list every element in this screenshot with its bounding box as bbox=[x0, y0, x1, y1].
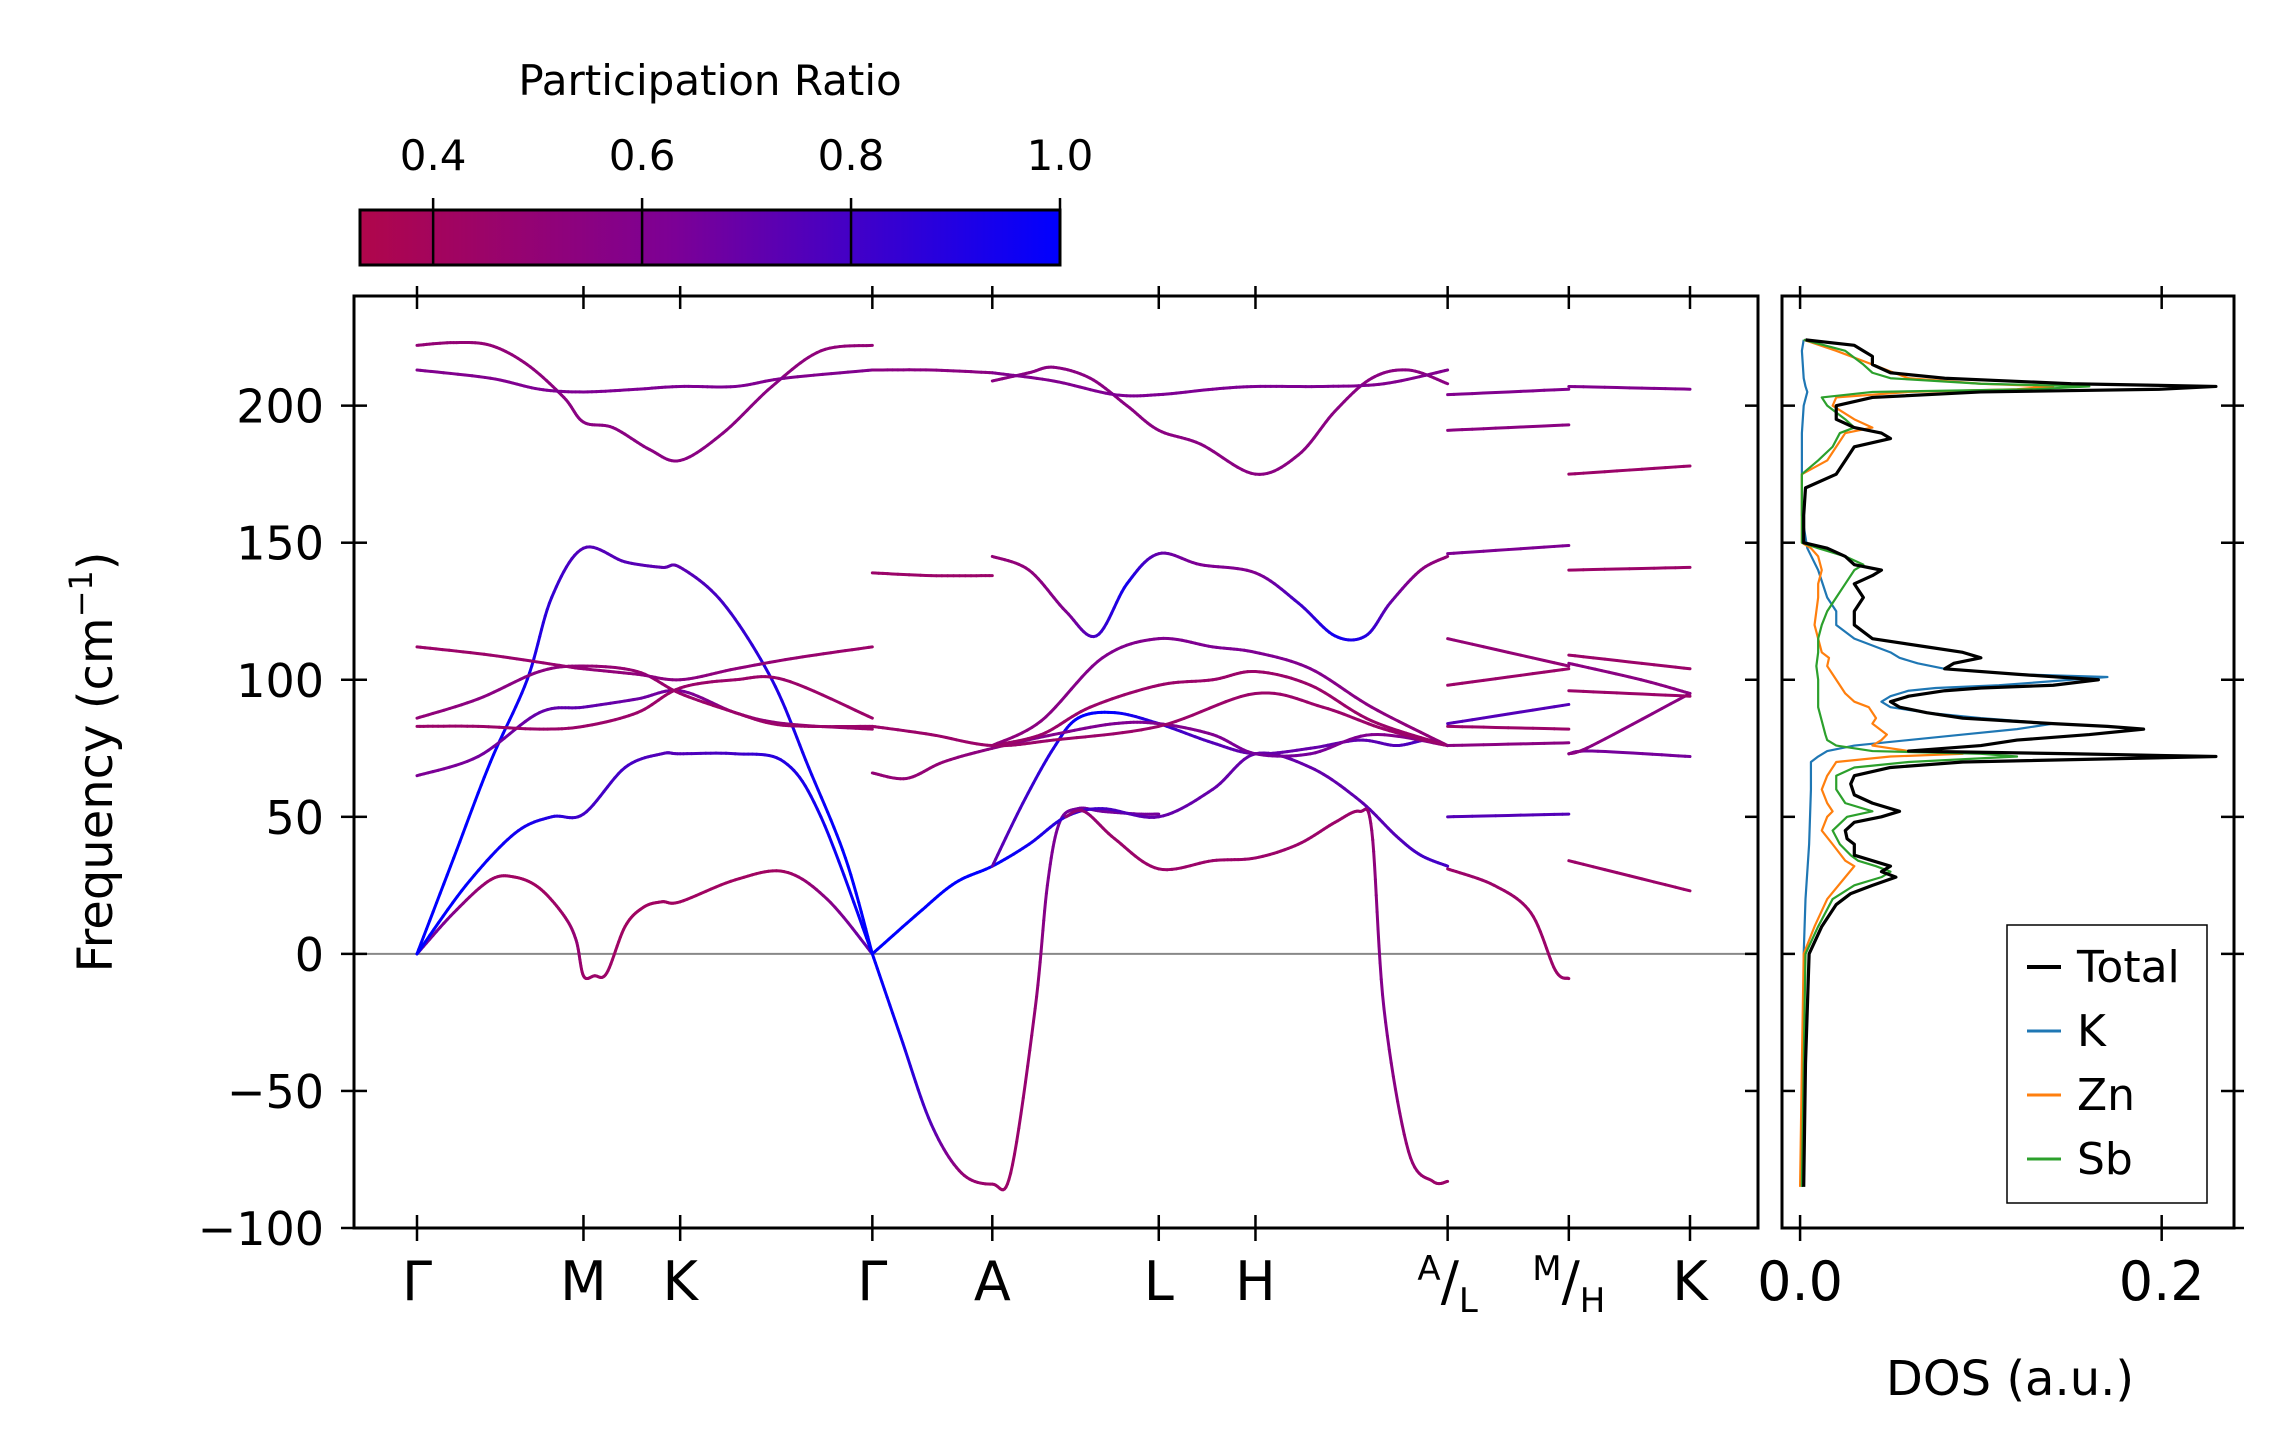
band-seg4-m5 bbox=[1567, 661, 1692, 695]
band-seg1-opt2 bbox=[415, 664, 874, 729]
dos-panel: 0.0 0.2 DOS (a.u.) Total K Zn Sb bbox=[1757, 286, 2244, 1407]
band-seg4-m9 bbox=[1567, 384, 1692, 391]
legend-label-sb: Sb bbox=[2077, 1134, 2133, 1185]
band-seg2-opt-h bbox=[990, 365, 1450, 476]
x-tick-label: Γ bbox=[402, 1250, 432, 1313]
y-tick-label: 50 bbox=[265, 791, 324, 845]
legend-label-zn: Zn bbox=[2077, 1070, 2135, 1121]
y-tick-label: 0 bbox=[295, 928, 324, 982]
band-seg1-acoustic-ZA bbox=[415, 869, 874, 981]
x-tick-label: A/L bbox=[1417, 1249, 1477, 1321]
dos-line-total bbox=[1802, 338, 2218, 1187]
y-axis-title: Frequency (cm−1) bbox=[62, 551, 124, 972]
colorbar-tick-label: 0.8 bbox=[818, 131, 885, 180]
band-seg3-m7 bbox=[1446, 637, 1571, 668]
colorbar-tick-label: 0.4 bbox=[400, 131, 467, 180]
band-seg4-m4 bbox=[1567, 689, 1692, 698]
band-seg2-mode-30 bbox=[1064, 807, 1450, 1186]
band-seg2-opt-d bbox=[870, 691, 1450, 748]
colorbar-tick-label: 0.6 bbox=[609, 131, 676, 180]
band-seg2-opt-c bbox=[990, 636, 1450, 748]
band-seg1-opt1 bbox=[415, 688, 874, 778]
dos-x-axis-title: DOS (a.u.) bbox=[1886, 1351, 2134, 1407]
band-seg1-opt4 bbox=[415, 645, 874, 682]
y-tick-label: 150 bbox=[236, 517, 324, 571]
legend-label-total: Total bbox=[2076, 942, 2180, 993]
dos-series bbox=[1798, 338, 2218, 1187]
x-tick-label: M/H bbox=[1532, 1249, 1605, 1321]
dos-line-zn bbox=[1798, 338, 2055, 1187]
y-tick-label: −50 bbox=[227, 1065, 324, 1119]
band-seg2-opt-i bbox=[990, 368, 1450, 398]
colorbar-title: Participation Ratio bbox=[518, 56, 901, 105]
band-seg3-m4 bbox=[1446, 724, 1571, 731]
dos-x-ticks: 0.0 0.2 bbox=[1757, 286, 2205, 1313]
x-tick-label: M bbox=[560, 1250, 607, 1313]
band-seg4-m6 bbox=[1567, 653, 1692, 671]
band-seg1-opt3 bbox=[415, 675, 874, 731]
band-seg2-opt-g bbox=[870, 368, 994, 375]
x-tick-label: K bbox=[1672, 1250, 1709, 1313]
x-tick-label: A bbox=[974, 1250, 1011, 1313]
band-seg2-LA bbox=[990, 710, 1450, 868]
colorbar-gradient bbox=[358, 208, 1062, 267]
band-seg4-m7 bbox=[1567, 565, 1692, 572]
band-seg3-m3 bbox=[1446, 741, 1571, 748]
legend-frame bbox=[2006, 924, 2208, 1204]
dos-x-tick-label: 0.2 bbox=[2119, 1250, 2205, 1313]
y-tick-label: −100 bbox=[198, 1202, 324, 1256]
dos-line-sb bbox=[1800, 338, 2091, 1187]
x-tick-label: K bbox=[662, 1250, 699, 1313]
band-seg1-acoustic-LA bbox=[415, 545, 874, 956]
band-seg2-TA bbox=[870, 751, 1450, 956]
band-seg2-opt-e bbox=[870, 571, 994, 578]
band-seg3-m1 bbox=[1446, 867, 1571, 981]
band-series bbox=[415, 341, 1692, 1192]
colorbar: Participation Ratio 0.4 0.6 0.8 1.0 bbox=[358, 56, 1094, 267]
dos-plot-frame bbox=[1780, 294, 2236, 1230]
legend-label-k: K bbox=[2077, 1006, 2107, 1057]
x-tick-label: L bbox=[1144, 1250, 1174, 1313]
band-seg3-m9 bbox=[1446, 423, 1571, 432]
band-seg1-opt6 bbox=[415, 368, 874, 394]
band-seg3-m8 bbox=[1446, 543, 1571, 556]
band-seg2-opt-f bbox=[990, 551, 1450, 642]
x-axis-ticks: Γ M K Γ A L H A/LM/H K bbox=[402, 286, 1709, 1321]
band-seg4-m2 bbox=[1567, 749, 1692, 759]
band-plot-frame bbox=[352, 294, 1760, 1230]
band-seg2-opt-a bbox=[870, 720, 1450, 781]
dos-y-ticks bbox=[1782, 404, 2244, 1230]
band-seg1-opt5 bbox=[415, 341, 874, 463]
band-seg3-m6 bbox=[1446, 667, 1571, 687]
band-seg3-m10 bbox=[1446, 387, 1571, 397]
band-seg3-m5 bbox=[1446, 702, 1571, 726]
band-seg2-imag-acoustic bbox=[870, 806, 1161, 1192]
colorbar-tick-label: 1.0 bbox=[1027, 131, 1094, 180]
band-seg4-m3 bbox=[1567, 691, 1692, 756]
band-seg1-acoustic-TA bbox=[415, 751, 874, 956]
band-seg4-m8 bbox=[1567, 464, 1692, 476]
x-tick-label: H bbox=[1235, 1250, 1276, 1313]
band-seg4-m1 bbox=[1567, 859, 1692, 893]
colorbar-ticks: 0.4 0.6 0.8 1.0 bbox=[400, 131, 1094, 265]
x-tick-label: Γ bbox=[857, 1250, 887, 1313]
y-axis-ticks: −100 −50 0 50 100 150 200 bbox=[198, 380, 1758, 1256]
y-tick-label: 200 bbox=[236, 380, 324, 434]
band-seg3-m2 bbox=[1446, 812, 1571, 819]
dos-legend: Total K Zn Sb bbox=[2006, 924, 2208, 1204]
dos-x-tick-label: 0.0 bbox=[1757, 1250, 1843, 1313]
y-tick-label: 100 bbox=[236, 654, 324, 708]
